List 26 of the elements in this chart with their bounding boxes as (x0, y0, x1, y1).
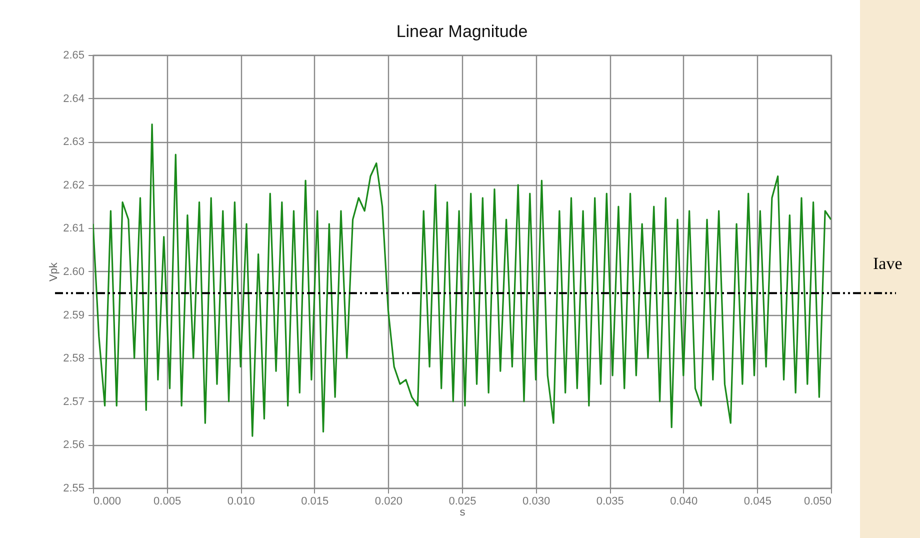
x-tick-label: 0.015 (301, 496, 329, 508)
x-axis-title: s (460, 506, 466, 518)
x-tick-label: 0.000 (94, 496, 122, 508)
ref-line-label: Iave (873, 254, 902, 274)
y-tick-label: 2.55 (63, 482, 84, 494)
x-tick-label: 0.050 (804, 496, 832, 508)
x-tick-label: 0.035 (596, 496, 624, 508)
y-tick-label: 2.59 (63, 309, 84, 322)
x-tick-label: 0.020 (374, 496, 402, 508)
y-tick-label: 2.57 (63, 396, 84, 408)
y-tick-label: 2.62 (63, 179, 84, 192)
x-tick-label: 0.010 (227, 496, 255, 508)
y-tick-label: 2.56 (63, 439, 84, 452)
x-tick-label: 0.025 (448, 496, 476, 508)
chart-title: Linear Magnitude (396, 22, 528, 41)
x-tick-label: 0.045 (744, 496, 772, 508)
x-tick-label: 0.030 (522, 496, 550, 508)
y-tick-label: 2.60 (63, 266, 84, 278)
x-tick-label: 0.040 (670, 496, 698, 508)
y-axis-title: Vpk (48, 262, 60, 282)
y-tick-label: 2.63 (63, 136, 84, 148)
y-tick-label: 2.64 (63, 92, 84, 105)
y-tick-label: 2.58 (63, 352, 84, 365)
x-tick-label: 0.005 (154, 496, 182, 508)
y-tick-label: 2.61 (63, 222, 84, 235)
y-tick-label: 2.65 (63, 50, 84, 62)
